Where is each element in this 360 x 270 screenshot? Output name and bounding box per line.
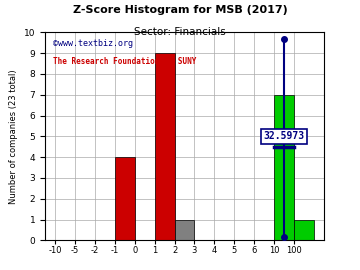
Text: The Research Foundation of SUNY: The Research Foundation of SUNY bbox=[53, 57, 197, 66]
Text: 32.5973: 32.5973 bbox=[264, 131, 305, 141]
Bar bbox=[175, 220, 194, 240]
Text: Sector: Financials: Sector: Financials bbox=[134, 27, 226, 37]
Y-axis label: Number of companies (23 total): Number of companies (23 total) bbox=[9, 69, 18, 204]
Bar bbox=[154, 53, 175, 240]
Text: ©www.textbiz.org: ©www.textbiz.org bbox=[53, 39, 133, 48]
Text: Z-Score Histogram for MSB (2017): Z-Score Histogram for MSB (2017) bbox=[73, 5, 287, 15]
Bar bbox=[274, 95, 294, 240]
Bar bbox=[294, 220, 314, 240]
Bar bbox=[115, 157, 135, 240]
